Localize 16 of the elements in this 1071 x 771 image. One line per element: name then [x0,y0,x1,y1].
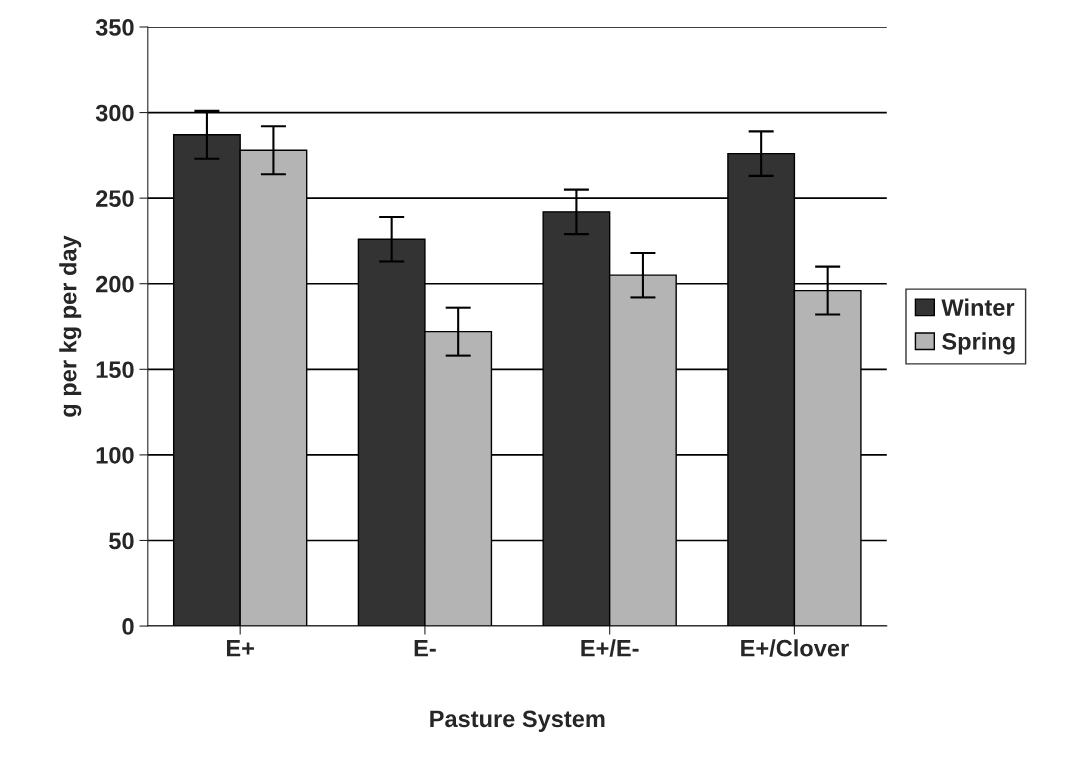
x-tick-label: E+/Clover [741,639,849,657]
x-tick-label: E+ [226,640,254,657]
y-tick-label: 350 [95,19,134,36]
y-tick-label: 50 [109,532,134,550]
x-tick-label: E+/E- [581,639,639,657]
x-tick-label: E- [414,640,436,657]
y-tick-label: 150 [96,361,134,379]
legend-label: Winter [941,298,1015,316]
y-tick-label: 0 [122,618,134,635]
y-tick-label: 100 [96,446,134,464]
y-tick-label: 250 [96,190,134,207]
legend-label: Spring [942,332,1015,355]
y-tick-label: 200 [96,275,134,293]
y-tick-label: 300 [95,104,134,122]
x-axis-title: Pasture System [430,710,605,732]
y-axis-title: g per kg per day [59,235,82,417]
